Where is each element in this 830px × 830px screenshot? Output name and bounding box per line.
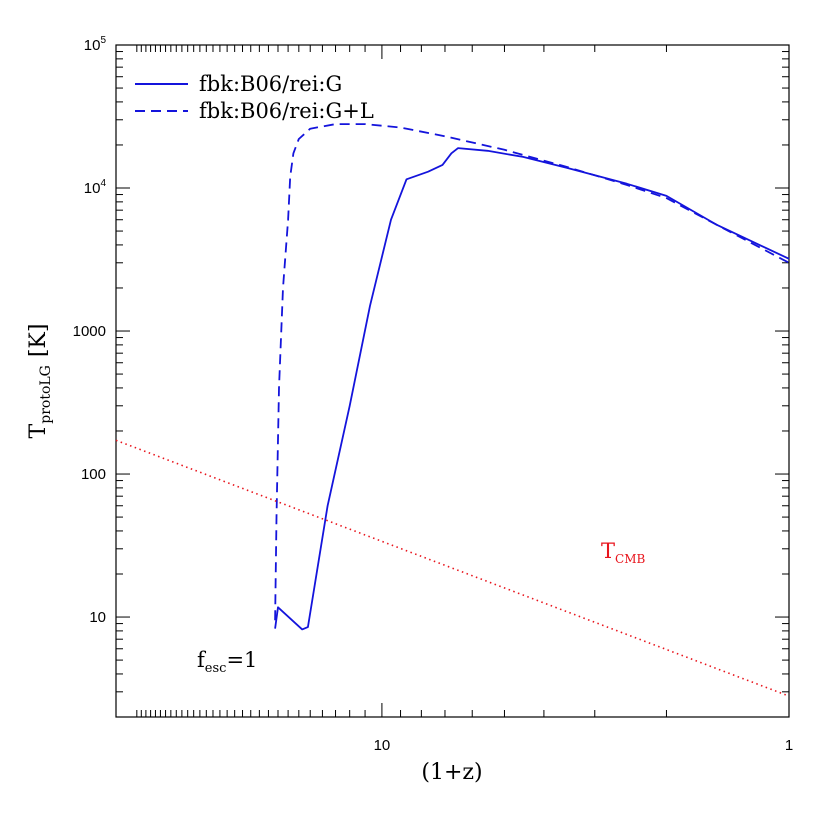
x-axis-label: (1+z) xyxy=(421,760,482,785)
tcmb-annotation-sub: CMB xyxy=(615,552,645,566)
legend-label-solid: fbk:B06/rei:G xyxy=(199,72,342,96)
series-line-dotted xyxy=(115,439,790,697)
fesc-annotation-sub: esc xyxy=(205,661,227,676)
y-tick-label: 10 xyxy=(89,609,106,626)
y-axis-label-sub: protoLG xyxy=(38,365,54,424)
y-tick-label-base: 10 xyxy=(84,37,101,54)
legend-label-dashed: fbk:B06/rei:G+L xyxy=(199,99,374,123)
tcmb-annotation-base: T xyxy=(601,539,615,563)
y-tick-label-exponent: 4 xyxy=(100,178,106,189)
y-tick-label-exponent: 5 xyxy=(100,35,106,46)
x-tick-label: 1 xyxy=(785,737,793,754)
series-line-dashed xyxy=(274,123,790,621)
series-layer xyxy=(115,123,790,697)
axis-ticks xyxy=(116,44,790,718)
y-tick-label: 105 xyxy=(84,35,107,54)
y-axis-label-unit: [K] xyxy=(26,324,51,358)
legend: fbk:B06/rei:G fbk:B06/rei:G+L xyxy=(135,72,374,123)
y-axis-label: TprotoLG [K] xyxy=(26,324,54,439)
fesc-annotation-tail: =1 xyxy=(226,648,257,672)
y-tick-label-base: 10 xyxy=(84,180,101,197)
y-axis-label-main: T xyxy=(26,423,51,438)
plot-frame xyxy=(115,44,790,718)
y-tick-label: 100 xyxy=(81,466,106,483)
fesc-annotation-base: f xyxy=(197,648,207,672)
fesc-annotation: fesc=1 xyxy=(197,648,257,676)
y-tick-label: 104 xyxy=(84,178,107,197)
tcmb-annotation: TCMB xyxy=(601,539,645,566)
series-line-solid xyxy=(274,147,790,631)
y-tick-label: 1000 xyxy=(73,323,106,340)
x-tick-label: 10 xyxy=(374,737,391,754)
